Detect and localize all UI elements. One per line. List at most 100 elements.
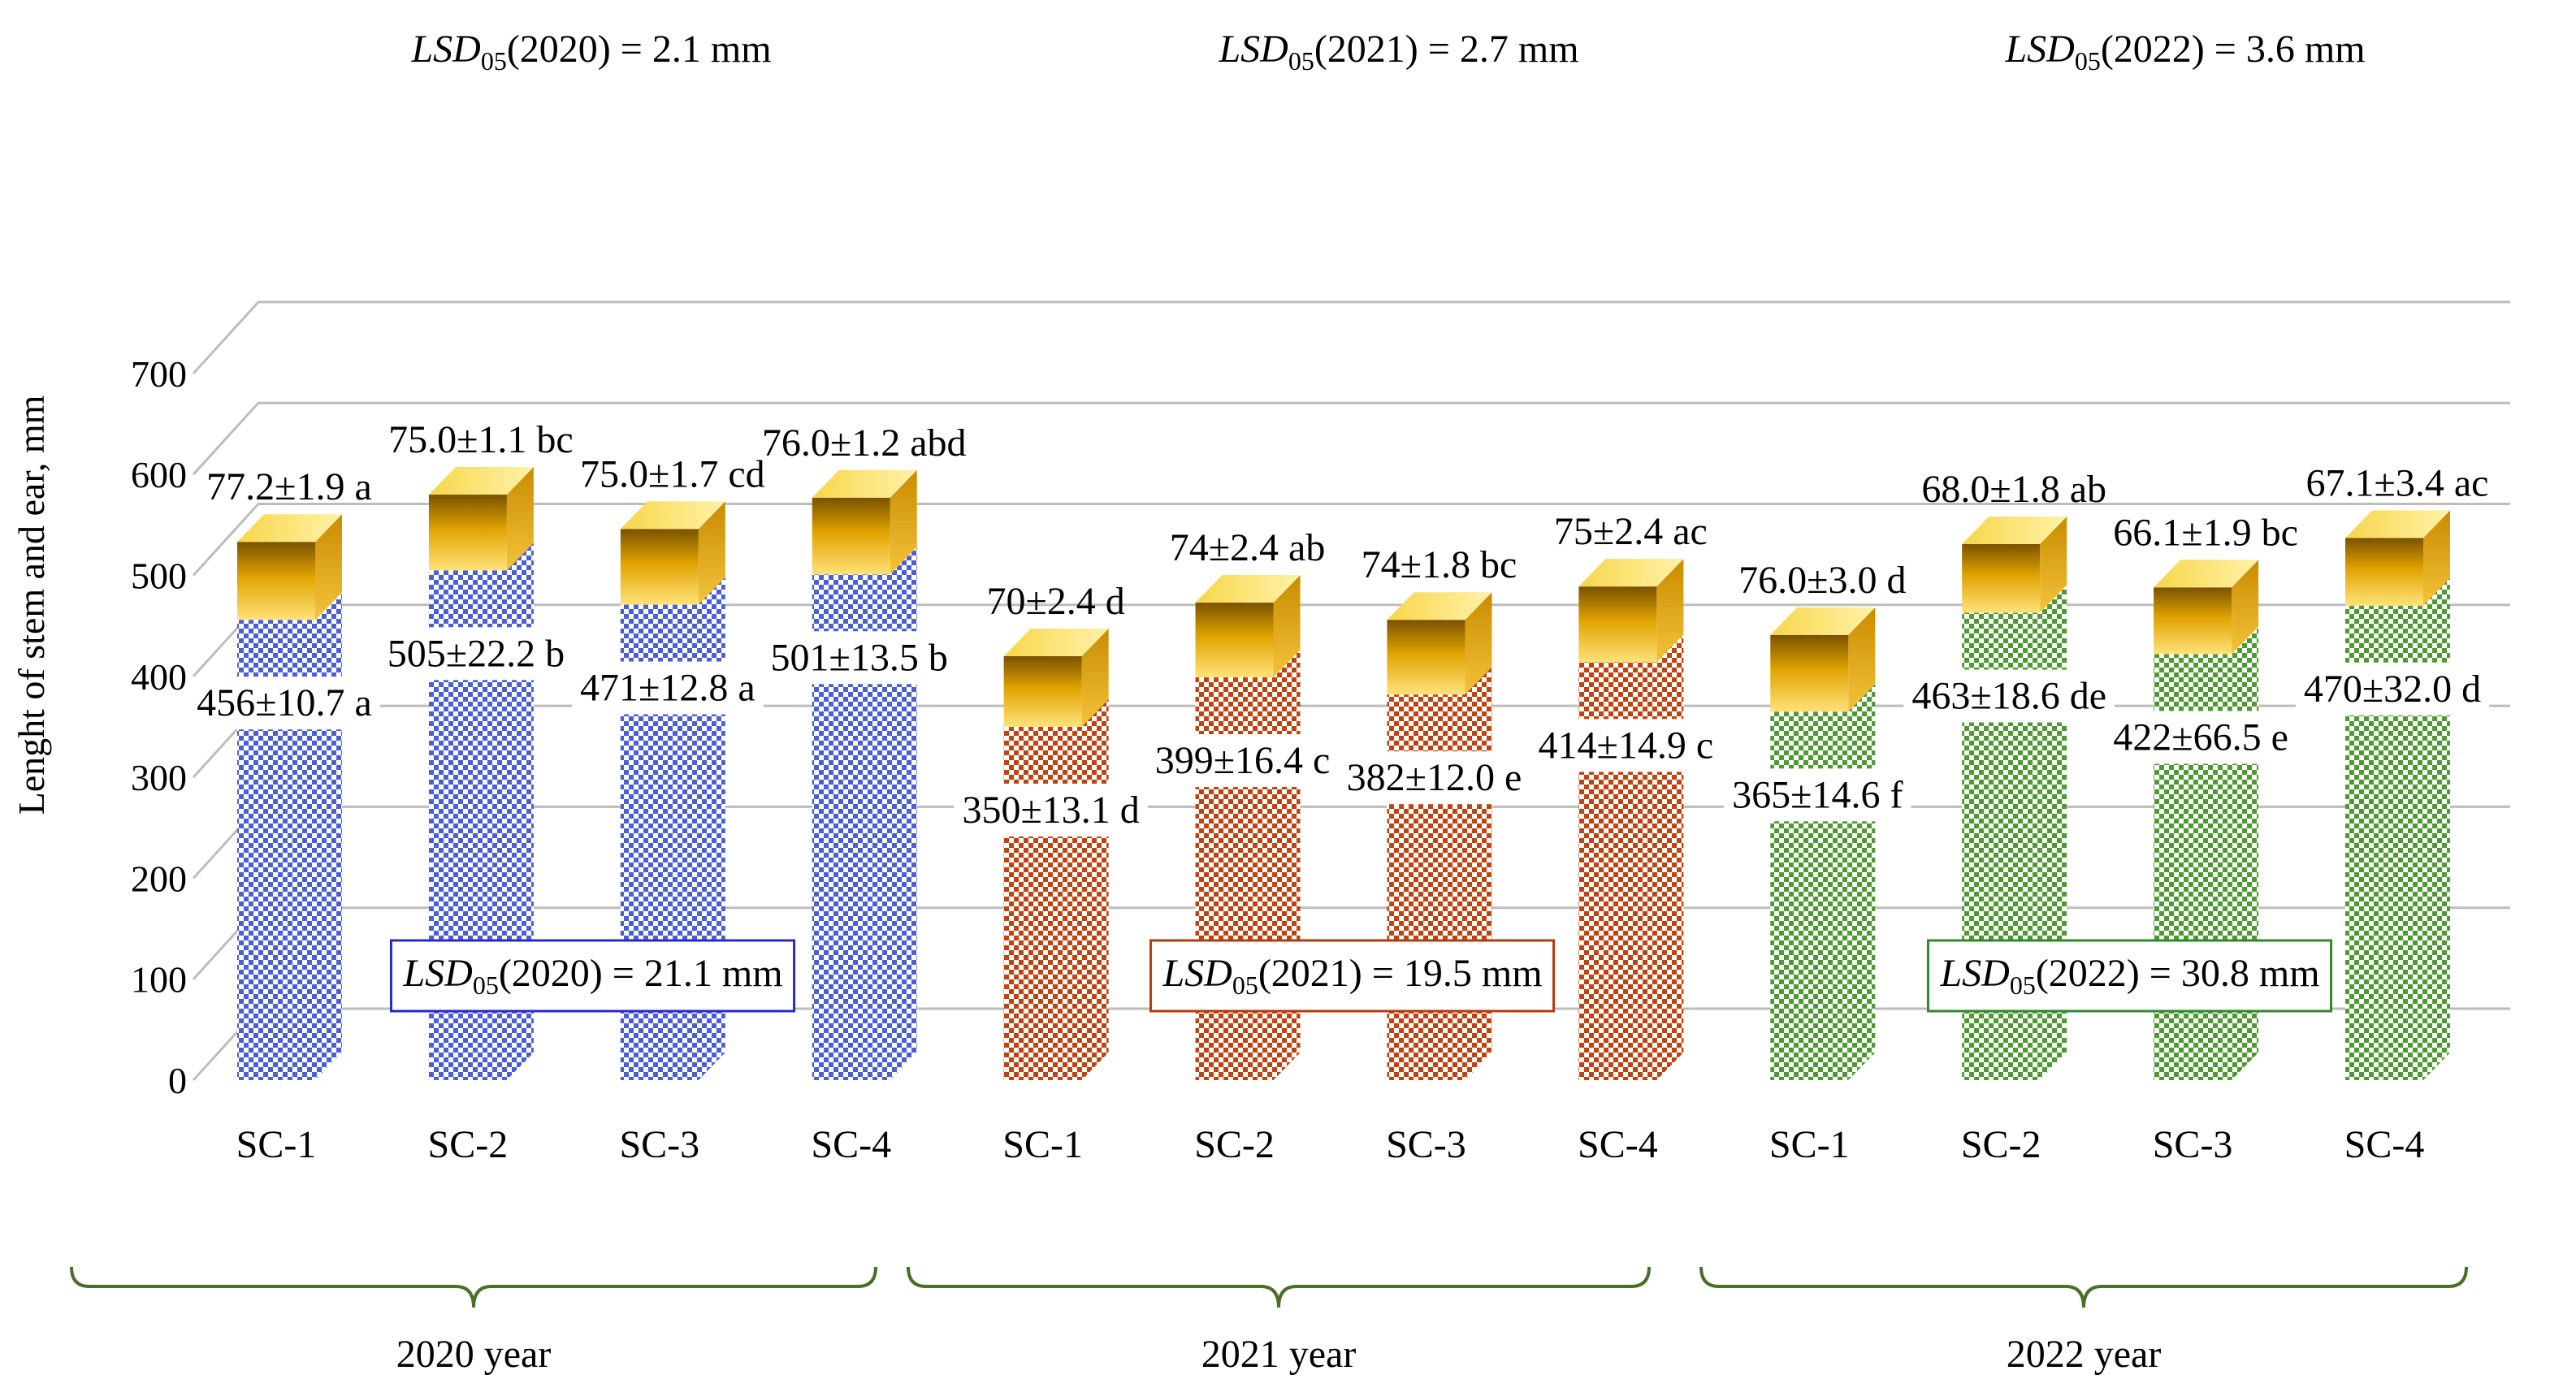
- group-year-label: 2022 year: [2007, 1333, 2162, 1376]
- ear-bar: [1578, 586, 1657, 663]
- ear-bar: [2154, 587, 2232, 655]
- year-groups: LSD05(2020) = 2.1 mm LSD05(2020) = 21.1 m…: [70, 28, 2468, 1376]
- stem-label-bg: [954, 783, 1148, 836]
- group-year-label: 2021 year: [1201, 1333, 1357, 1376]
- x-category-label: SC-2: [428, 1123, 509, 1166]
- x-category-label: SC-4: [1578, 1123, 1658, 1166]
- stem-lsd-label: LSD05(2020) = 21.1 mm: [402, 952, 782, 1000]
- y-tick-label: 600: [131, 454, 187, 495]
- stem-bar-side: [1081, 698, 1109, 1080]
- ear-bar: [2345, 538, 2423, 606]
- ear-value-label: 74±1.8 bc: [1362, 543, 1517, 586]
- ear-bar-side: [1656, 559, 1684, 663]
- ear-bar-side: [1273, 575, 1301, 678]
- ear-lsd-label: LSD05(2022) = 3.6 mm: [2004, 28, 2365, 76]
- stem-bar-side: [1848, 684, 1876, 1080]
- ear-bar-top: [1578, 559, 1684, 587]
- ear-bar: [812, 497, 890, 575]
- ear-bar-top: [428, 467, 534, 495]
- group-bracket: [70, 1266, 877, 1308]
- ear-value-label: 75.0±1.7 cd: [580, 452, 765, 495]
- ear-bar-top: [2345, 510, 2450, 538]
- stem-label-bg: [1146, 734, 1339, 788]
- group-bracket: [907, 1266, 1651, 1308]
- stem-label-bg: [2295, 662, 2490, 715]
- x-category-label: SC-3: [619, 1123, 699, 1166]
- stem-lsd-box: [1149, 939, 1556, 1013]
- y-tick-label: 700: [131, 353, 187, 395]
- ear-bar-top: [237, 514, 342, 543]
- ear-bar-side: [1848, 607, 1876, 712]
- stem-lsd-label: LSD05(2022) = 30.8 mm: [1939, 952, 2319, 1000]
- stem-label-bg: [1903, 669, 2115, 723]
- x-category-label: SC-1: [1002, 1123, 1083, 1166]
- ear-bar-top: [1003, 628, 1109, 656]
- x-category-label: SC-4: [2344, 1123, 2425, 1166]
- stem-label-bg: [571, 661, 764, 715]
- stem-label-bg: [1724, 768, 1911, 822]
- stem-label-bg: [188, 677, 380, 730]
- y-tick-label: 400: [131, 656, 187, 698]
- stem-value-label: 365±14.6 f: [1732, 773, 1903, 816]
- ear-value-label: 67.1±3.4 ac: [2306, 461, 2489, 504]
- ear-bar-top: [2154, 560, 2259, 588]
- x-category-label: SC-3: [1386, 1123, 1466, 1166]
- stem-bar: [1770, 711, 1849, 1080]
- ear-bar-top: [1387, 592, 1492, 620]
- y-tick-label: 500: [131, 556, 187, 597]
- stem-label-bg: [379, 627, 574, 681]
- stem-value-label: 414±14.9 c: [1539, 724, 1714, 767]
- stem-bar: [1003, 726, 1082, 1080]
- x-category-label: SC-1: [1769, 1123, 1850, 1166]
- group-bracket: [1699, 1266, 2468, 1308]
- ear-value-label: 66.1±1.9 bc: [2113, 511, 2298, 554]
- ear-value-label: 70±2.4 d: [986, 580, 1124, 623]
- stem-value-label: 470±32.0 d: [2304, 668, 2481, 711]
- ear-bar-top: [812, 469, 917, 498]
- gridline: [192, 300, 2510, 374]
- ear-bar-side: [2423, 510, 2450, 606]
- ear-bar-top: [1770, 607, 1876, 635]
- stem-bar-side: [1656, 634, 1684, 1080]
- ear-bar: [1195, 603, 1274, 678]
- ear-lsd-label: LSD05(2021) = 2.7 mm: [1218, 28, 1578, 76]
- x-category-label: SC-4: [811, 1123, 891, 1166]
- ear-value-label: 75.0±1.1 bc: [388, 418, 574, 461]
- ear-bar-side: [506, 467, 534, 571]
- stem-bar-side: [1465, 667, 1492, 1080]
- x-category-label: SC-2: [1961, 1123, 2041, 1166]
- ear-bar-top: [1962, 516, 2067, 544]
- ear-bar-side: [698, 501, 725, 605]
- y-tick-label: 100: [131, 959, 187, 1001]
- stem-value-label: 501±13.5 b: [771, 636, 948, 679]
- ear-value-label: 68.0±1.8 ab: [1921, 468, 2106, 511]
- ear-value-label: 74±2.4 ab: [1170, 526, 1326, 569]
- stem-label-bg: [762, 631, 956, 685]
- ear-bar: [1003, 655, 1082, 727]
- ear-bar-side: [2232, 560, 2259, 655]
- ear-bar: [1387, 620, 1466, 695]
- stem-value-label: 422±66.5 e: [2113, 715, 2288, 759]
- stem-value-label: 463±18.6 de: [1911, 674, 2106, 717]
- stem-bar-side: [2423, 577, 2450, 1080]
- stem-bar-side: [1273, 650, 1301, 1080]
- stem-label-bg: [1530, 719, 1722, 772]
- ear-bar: [1770, 634, 1849, 712]
- ear-bar-side: [2040, 516, 2067, 613]
- stem-value-label: 505±22.2 b: [387, 632, 565, 675]
- y-axis-label: Lenght of stem and ear, mm: [11, 395, 52, 815]
- stem-value-label: 350±13.1 d: [962, 789, 1139, 832]
- ear-value-label: 76.0±1.2 abd: [762, 421, 967, 465]
- ear-bar: [237, 542, 315, 620]
- stem-bar-side: [315, 592, 342, 1080]
- ear-bar: [1962, 543, 2041, 613]
- ear-bar-side: [1081, 628, 1109, 727]
- ear-bar-side: [315, 514, 342, 620]
- gridline: [192, 503, 2510, 577]
- stem-lsd-box: [1926, 939, 2333, 1013]
- data-labels: 77.2±1.9 a 456±10.7 a 75.0±1.1 bc 505±22.2 …: [188, 418, 2490, 836]
- stem-lsd-label: LSD05(2021) = 19.5 mm: [1162, 952, 1542, 1000]
- stem-value-label: 399±16.4 c: [1155, 739, 1331, 782]
- ear-value-label: 77.2±1.9 a: [206, 465, 372, 508]
